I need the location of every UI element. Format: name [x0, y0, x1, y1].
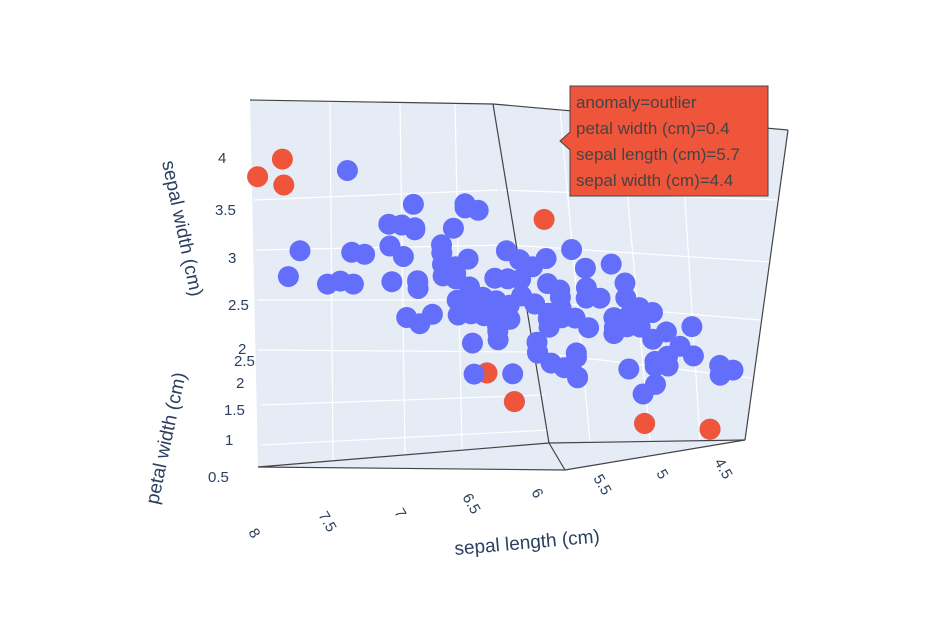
inlier-point[interactable] — [574, 257, 596, 279]
inlier-point[interactable] — [567, 367, 589, 389]
inlier-point[interactable] — [289, 240, 311, 262]
x-tick-label: 8 — [245, 526, 264, 542]
inlier-point[interactable] — [589, 287, 611, 309]
outlier-point[interactable] — [634, 412, 656, 434]
z-tick-label: 3 — [228, 250, 236, 267]
tooltip-box — [559, 85, 769, 197]
inlier-point[interactable] — [565, 342, 587, 364]
outlier-point[interactable] — [273, 174, 295, 196]
x-tick-label: 6.5 — [459, 491, 484, 518]
x-axis-title: sepal length (cm) — [454, 526, 601, 560]
x-tick-label: 4.5 — [711, 456, 736, 483]
inlier-point[interactable] — [442, 217, 464, 239]
y-tick-label: 2 — [236, 375, 244, 392]
inlier-point[interactable] — [485, 290, 507, 312]
inlier-point[interactable] — [537, 273, 558, 295]
inlier-point[interactable] — [682, 345, 704, 367]
x-tick-label: 5.5 — [590, 472, 615, 499]
y-axis-ticks: 2.5 2 1.5 1 0.5 — [208, 353, 255, 486]
z-axis-ticks: 4 3.5 3 2.5 2 — [215, 150, 249, 358]
points-layer — [247, 148, 744, 440]
inlier-point[interactable] — [600, 253, 622, 275]
inlier-point[interactable] — [564, 307, 586, 329]
inlier-point[interactable] — [510, 268, 532, 290]
inlier-point[interactable] — [681, 316, 703, 338]
z-tick-label: 3.5 — [215, 202, 236, 219]
inlier-point[interactable] — [341, 241, 363, 263]
outlier-point[interactable] — [503, 391, 525, 413]
inlier-point[interactable] — [632, 383, 654, 405]
z-tick-label: 2 — [238, 341, 246, 358]
inlier-point[interactable] — [538, 302, 559, 324]
y-tick-label: 1.5 — [224, 402, 245, 419]
y-axis-title: petal width (cm) — [142, 370, 190, 506]
z-tick-label: 4 — [218, 150, 226, 167]
inlier-point[interactable] — [467, 199, 489, 221]
inlier-point[interactable] — [535, 248, 557, 269]
outlier-point[interactable] — [247, 166, 269, 188]
y-tick-label: 0.5 — [208, 469, 229, 486]
floor-plane — [258, 440, 745, 470]
outlier-point[interactable] — [271, 148, 293, 170]
y-tick-label: 2.5 — [234, 353, 255, 370]
tooltip-line: sepal width (cm)=4.4 — [576, 171, 733, 190]
hover-tooltip: anomaly=outlier petal width (cm)=0.4 sep… — [559, 85, 769, 197]
x-tick-label: 5 — [653, 467, 672, 483]
inlier-point[interactable] — [495, 240, 517, 262]
inlier-point[interactable] — [457, 248, 479, 270]
inlier-point[interactable] — [396, 307, 418, 328]
inlier-point[interactable] — [404, 217, 426, 239]
inlier-point[interactable] — [336, 160, 358, 181]
inlier-point[interactable] — [407, 278, 429, 299]
inlier-point[interactable] — [644, 350, 666, 372]
inlier-point[interactable] — [502, 363, 524, 385]
inlier-point[interactable] — [463, 363, 485, 385]
inlier-point[interactable] — [618, 358, 640, 380]
z-axis-title: sepal width (cm) — [157, 159, 206, 299]
outlier-point[interactable] — [533, 208, 555, 230]
inlier-point[interactable] — [487, 320, 509, 342]
inlier-point[interactable] — [642, 302, 663, 323]
inlier-point[interactable] — [473, 305, 495, 327]
tooltip-line: sepal length (cm)=5.7 — [576, 145, 740, 164]
inlier-point[interactable] — [655, 321, 677, 343]
inlier-point[interactable] — [462, 332, 483, 354]
x-tick-label: 7.5 — [315, 509, 340, 536]
inlier-point[interactable] — [722, 359, 744, 381]
tooltip-line: anomaly=outlier — [576, 93, 697, 112]
inlier-point[interactable] — [402, 193, 424, 215]
inlier-point[interactable] — [561, 239, 583, 260]
x-tick-label: 7 — [391, 506, 410, 522]
inlier-point[interactable] — [603, 307, 625, 329]
inlier-point[interactable] — [379, 235, 401, 257]
inlier-point[interactable] — [342, 273, 364, 295]
inlier-point[interactable] — [615, 287, 637, 309]
y-tick-label: 1 — [225, 432, 233, 449]
z-tick-label: 2.5 — [228, 297, 249, 314]
inlier-point[interactable] — [540, 352, 562, 374]
inlier-point[interactable] — [421, 303, 443, 325]
x-tick-label: 6 — [528, 486, 547, 502]
inlier-point[interactable] — [381, 271, 403, 293]
inlier-point[interactable] — [431, 234, 452, 256]
inlier-point[interactable] — [277, 266, 299, 288]
inlier-point[interactable] — [614, 272, 636, 294]
tooltip-line: petal width (cm)=0.4 — [576, 119, 730, 138]
inlier-point[interactable] — [447, 304, 469, 326]
outlier-point[interactable] — [699, 418, 721, 440]
